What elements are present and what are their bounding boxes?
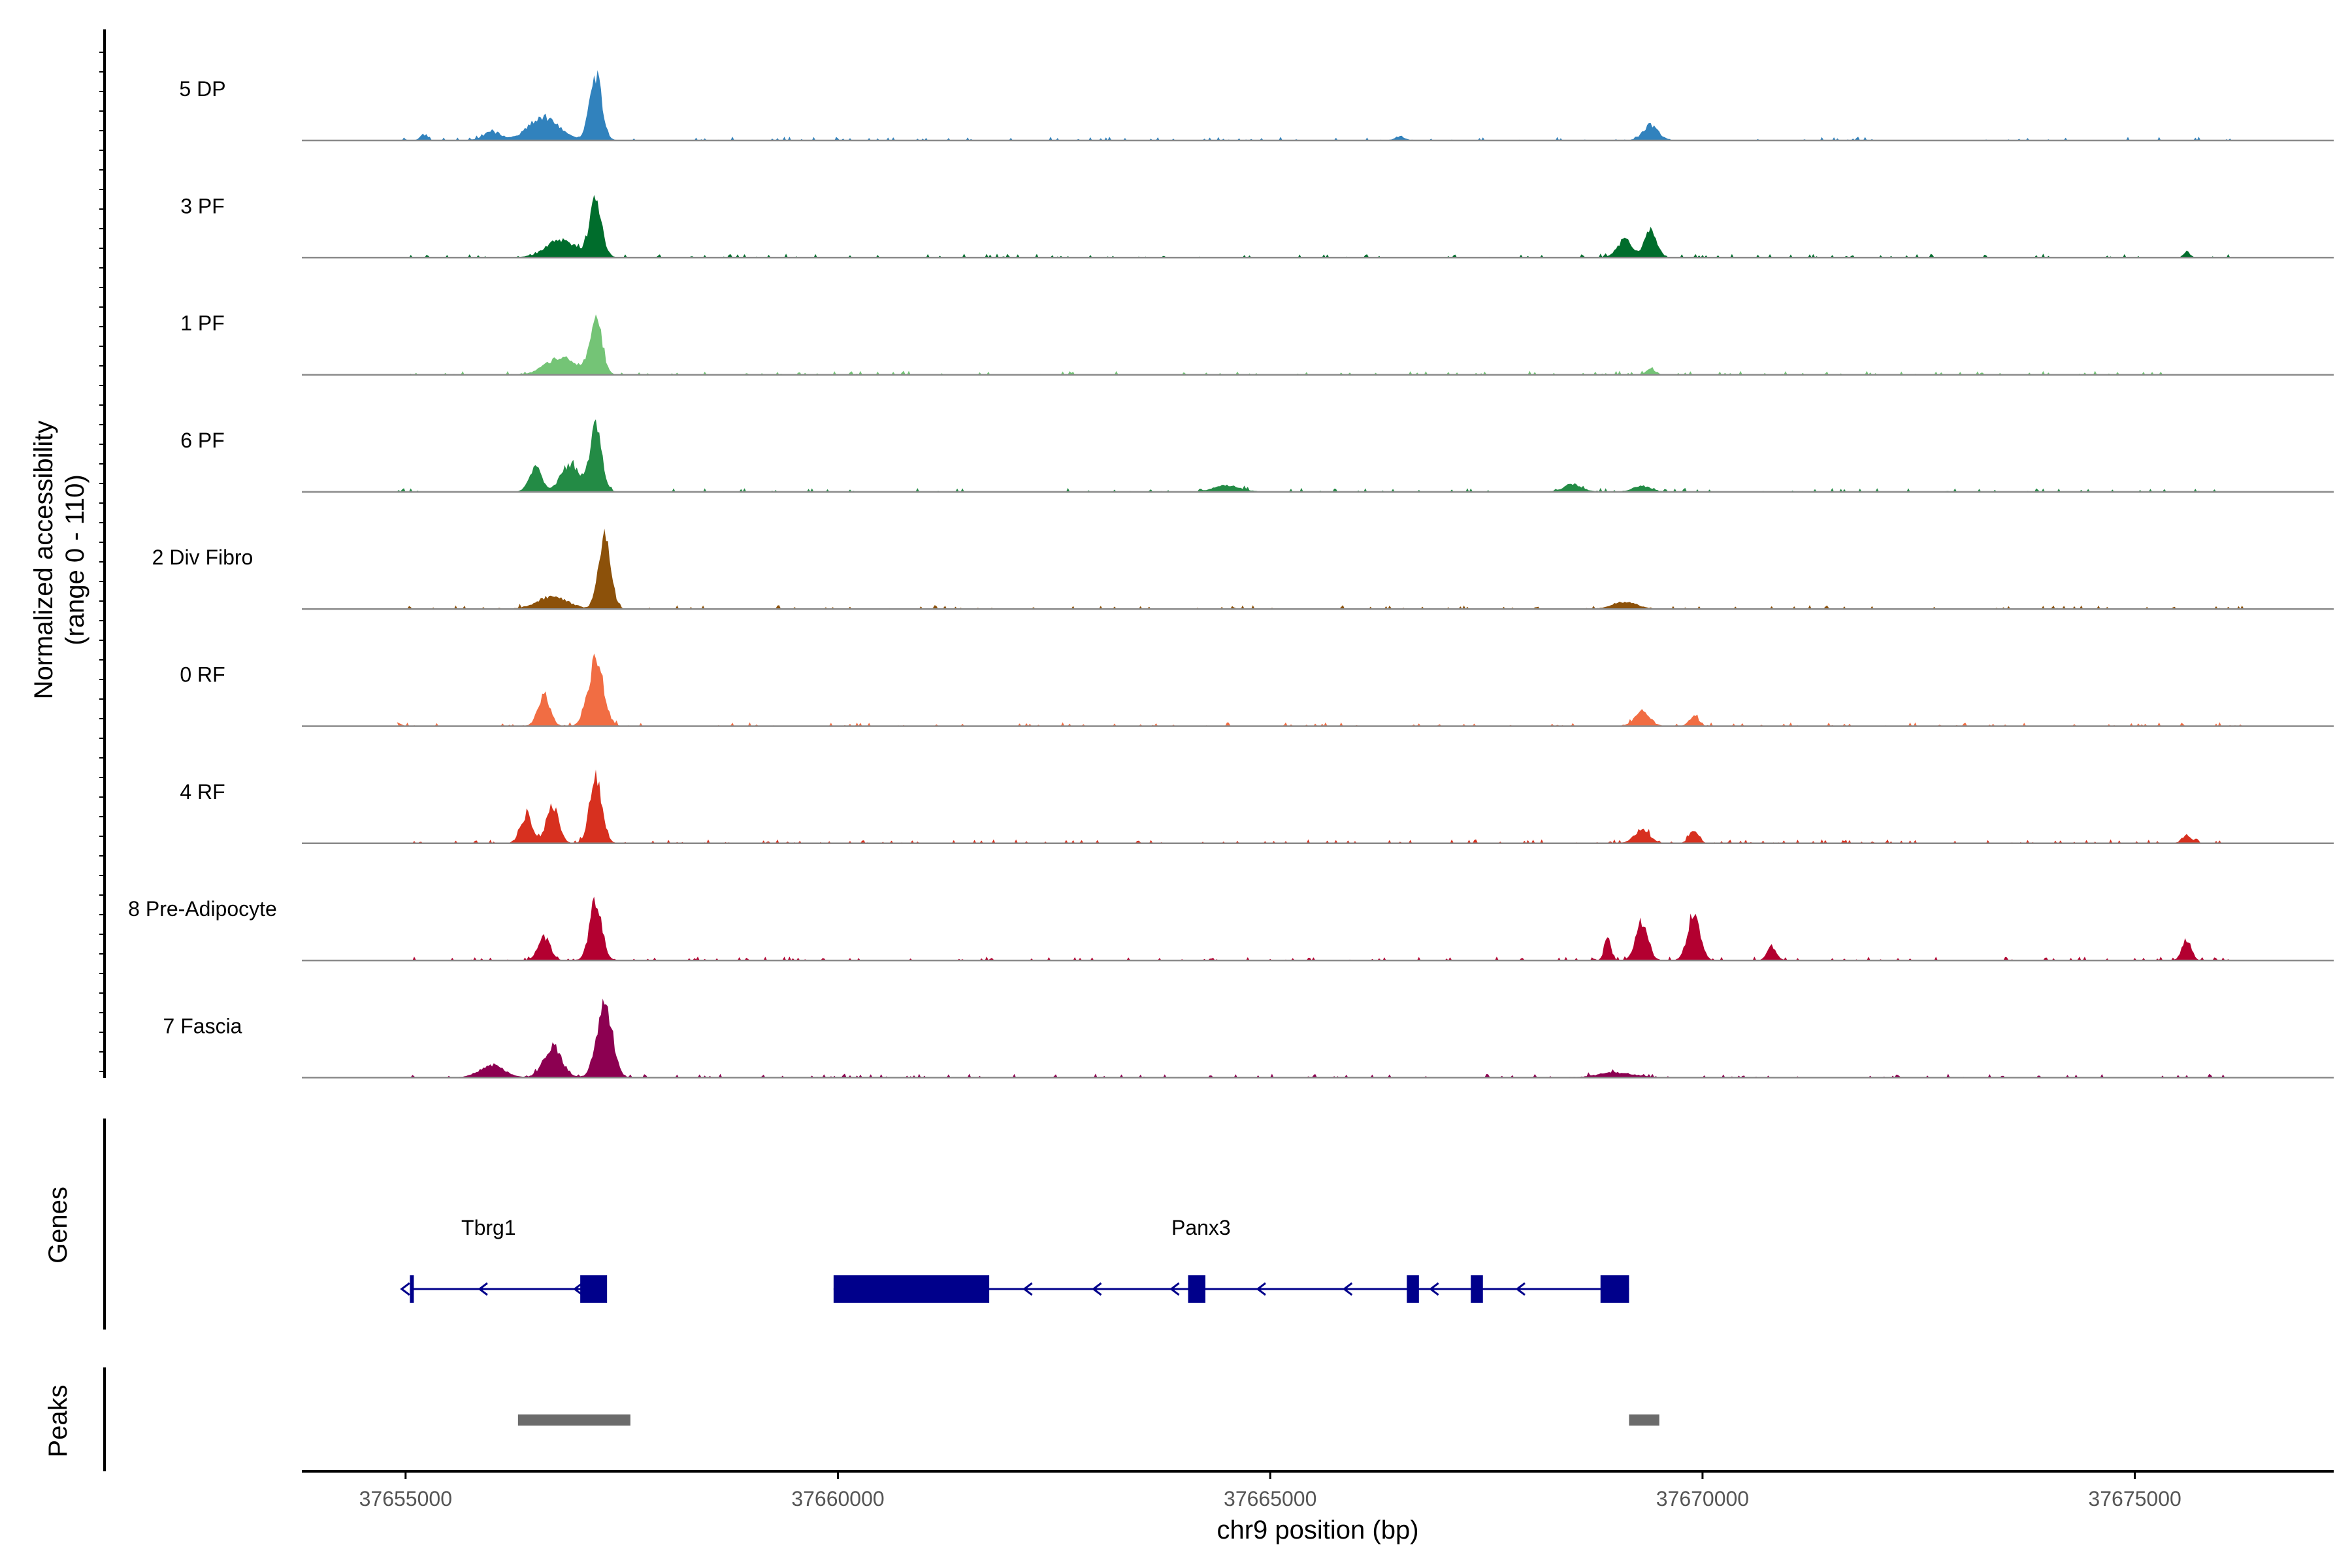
track-area-5 <box>397 529 2247 610</box>
track-area-8 <box>397 896 2247 961</box>
y-axis-range: (range 0 - 110) <box>61 474 90 645</box>
track-label: 0 RF <box>180 663 225 687</box>
strand-arrow <box>1022 1282 1033 1296</box>
track-4: 6 PF <box>180 419 2334 493</box>
track-area-3 <box>397 314 2247 375</box>
track-area-6 <box>397 653 2247 727</box>
track-7: 4 RF <box>180 769 2334 845</box>
track-label: 1 PF <box>180 312 225 335</box>
y-axis-label: Normalized accessibility <box>29 421 58 700</box>
track-label: 6 PF <box>180 429 225 452</box>
gene-label: Panx3 <box>1171 1216 1231 1239</box>
track-8: 8 Pre-Adipocyte <box>128 896 2334 962</box>
track-label: 7 Fascia <box>163 1014 242 1037</box>
track-area-7 <box>397 769 2247 843</box>
track-6: 0 RF <box>180 653 2334 727</box>
strand-arrow <box>1515 1282 1526 1296</box>
x-tick-label: 37670000 <box>1656 1487 1749 1511</box>
track-area-9 <box>397 998 2247 1078</box>
gene-panx3: Panx3 <box>833 1216 1629 1303</box>
gene-exon <box>1407 1275 1419 1303</box>
track-9: 7 Fascia <box>163 998 2334 1079</box>
y-tick-group <box>99 52 105 1072</box>
gene-exon <box>1600 1275 1629 1303</box>
strand-arrow <box>478 1282 488 1296</box>
genes-label: Genes <box>44 1186 73 1264</box>
track-area-1 <box>397 70 2247 140</box>
gene-exon <box>833 1275 990 1303</box>
genes-layer: Tbrg1 Panx3 <box>400 1216 1629 1303</box>
strand-arrow <box>1092 1282 1102 1296</box>
strand-arrow <box>1342 1282 1353 1296</box>
strand-arrow <box>572 1282 583 1296</box>
x-tick-label: 37665000 <box>1224 1487 1316 1511</box>
x-tick-label: 37660000 <box>791 1487 884 1511</box>
track-3: 1 PF <box>180 312 2334 376</box>
gene-exon <box>580 1275 608 1303</box>
peak-bar <box>517 1414 630 1426</box>
track-label: 4 RF <box>180 780 225 804</box>
tracks-layer: 5 DP 3 PF 1 PF 6 PF 2 Div Fibro 0 RF 4 RF 8 Pre… <box>128 70 2334 1079</box>
peak-bar <box>1629 1414 1659 1426</box>
gene-exon <box>410 1275 414 1303</box>
x-tick-label: 37655000 <box>359 1487 452 1511</box>
x-tick-label: 37675000 <box>2088 1487 2181 1511</box>
strand-arrow <box>1429 1282 1439 1296</box>
strand-arrow <box>1256 1282 1266 1296</box>
gene-exon <box>1471 1275 1483 1303</box>
track-area-2 <box>397 195 2247 258</box>
gene-tbrg1: Tbrg1 <box>400 1216 608 1303</box>
track-label: 2 Div Fibro <box>152 546 253 569</box>
track-label: 3 PF <box>180 194 225 218</box>
track-1: 5 DP <box>179 70 2334 142</box>
x-axis-label: chr9 position (bp) <box>1217 1516 1418 1544</box>
gene-label: Tbrg1 <box>461 1216 516 1239</box>
x-tick-group: 37655000 37660000 37665000 37670000 37675000 <box>359 1471 2181 1511</box>
track-area-4 <box>397 419 2247 492</box>
peaks-label: Peaks <box>44 1384 73 1457</box>
peaks-layer <box>517 1414 1659 1426</box>
strand-arrow <box>1169 1282 1180 1296</box>
gene-exon <box>1188 1275 1205 1303</box>
track-5: 2 Div Fibro <box>152 529 2334 610</box>
track-2: 3 PF <box>180 194 2334 259</box>
axis-layer: Normalized accessibility (range 0 - 110)… <box>29 29 2334 1544</box>
strand-arrow <box>400 1282 410 1296</box>
track-label: 8 Pre-Adipocyte <box>128 897 277 921</box>
track-label: 5 DP <box>179 77 225 101</box>
